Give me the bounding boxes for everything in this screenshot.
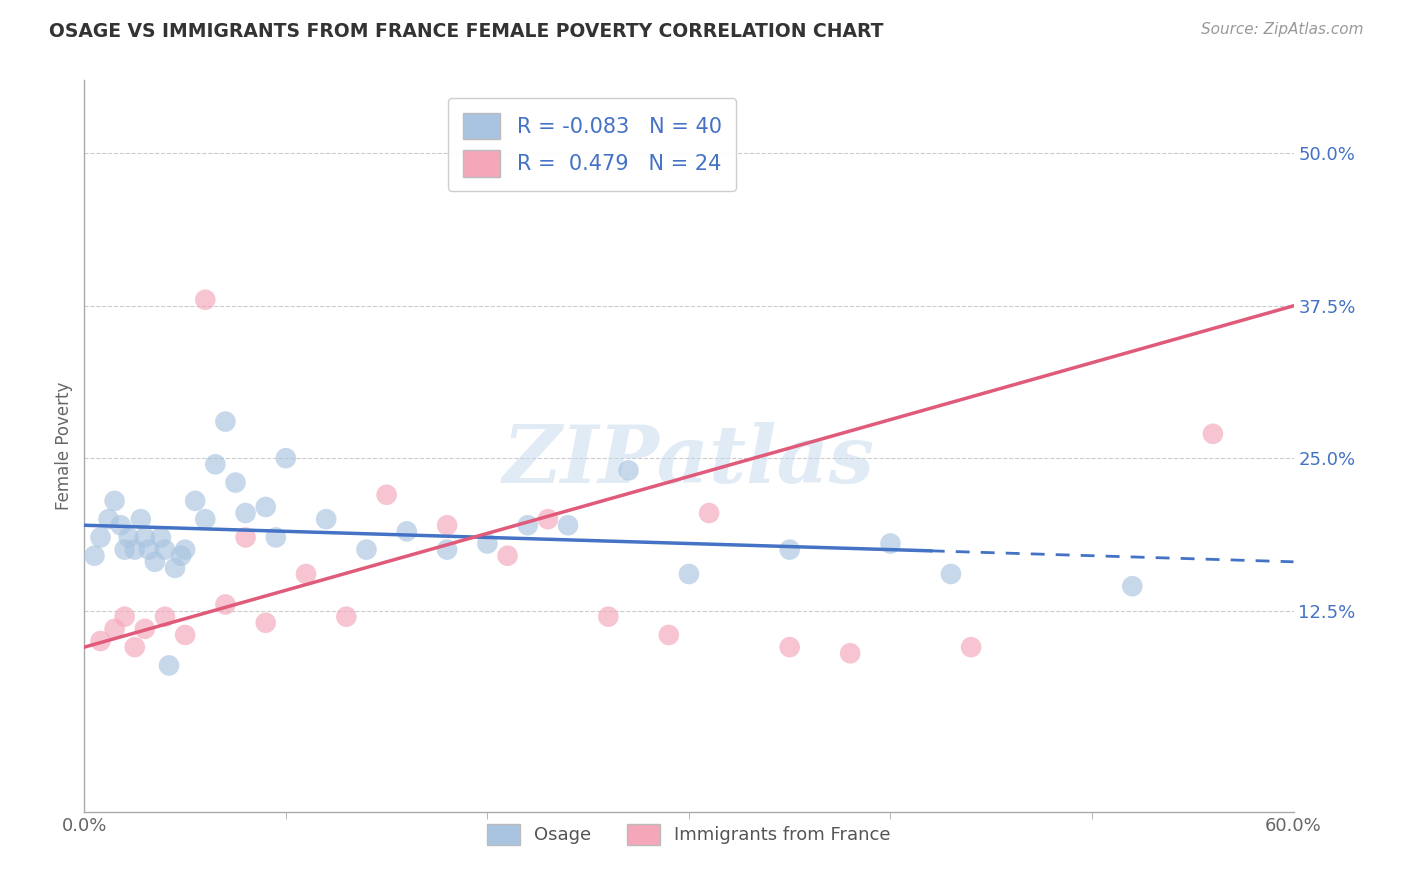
Point <box>153 542 176 557</box>
Point <box>89 530 111 544</box>
Point <box>194 512 217 526</box>
Point <box>697 506 720 520</box>
Point <box>274 451 297 466</box>
Point <box>124 640 146 655</box>
Point <box>375 488 398 502</box>
Point <box>264 530 287 544</box>
Point <box>157 658 180 673</box>
Point <box>254 500 277 514</box>
Point <box>97 512 120 526</box>
Point <box>214 598 236 612</box>
Point <box>516 518 538 533</box>
Point <box>395 524 418 539</box>
Point <box>496 549 519 563</box>
Point <box>134 530 156 544</box>
Point <box>598 609 620 624</box>
Point <box>839 646 862 660</box>
Point <box>939 567 962 582</box>
Point <box>110 518 132 533</box>
Point <box>165 561 187 575</box>
Point <box>89 634 111 648</box>
Point <box>114 609 136 624</box>
Point <box>537 512 560 526</box>
Point <box>114 542 136 557</box>
Legend: Osage, Immigrants from France: Osage, Immigrants from France <box>478 815 900 854</box>
Point <box>214 415 236 429</box>
Point <box>83 549 105 563</box>
Point <box>295 567 318 582</box>
Point <box>174 628 197 642</box>
Point <box>129 512 152 526</box>
Point <box>225 475 247 490</box>
Point <box>356 542 378 557</box>
Point <box>104 494 127 508</box>
Point <box>960 640 983 655</box>
Point <box>143 555 166 569</box>
Point <box>779 640 801 655</box>
Point <box>1202 426 1225 441</box>
Point <box>1121 579 1143 593</box>
Point <box>204 458 226 472</box>
Point <box>436 518 458 533</box>
Point <box>138 542 160 557</box>
Point <box>335 609 357 624</box>
Point <box>557 518 579 533</box>
Point <box>104 622 127 636</box>
Point <box>254 615 277 630</box>
Point <box>658 628 681 642</box>
Point <box>436 542 458 557</box>
Point <box>779 542 801 557</box>
Point <box>235 530 257 544</box>
Point <box>153 609 176 624</box>
Point <box>617 463 640 477</box>
Point <box>170 549 193 563</box>
Text: ZIPatlas: ZIPatlas <box>503 422 875 500</box>
Text: OSAGE VS IMMIGRANTS FROM FRANCE FEMALE POVERTY CORRELATION CHART: OSAGE VS IMMIGRANTS FROM FRANCE FEMALE P… <box>49 22 884 41</box>
Point <box>134 622 156 636</box>
Point <box>174 542 197 557</box>
Point <box>118 530 141 544</box>
Point <box>879 536 901 550</box>
Point <box>678 567 700 582</box>
Text: Source: ZipAtlas.com: Source: ZipAtlas.com <box>1201 22 1364 37</box>
Point <box>235 506 257 520</box>
Point <box>477 536 499 550</box>
Point <box>194 293 217 307</box>
Point <box>149 530 172 544</box>
Point <box>184 494 207 508</box>
Point <box>124 542 146 557</box>
Y-axis label: Female Poverty: Female Poverty <box>55 382 73 510</box>
Point <box>315 512 337 526</box>
